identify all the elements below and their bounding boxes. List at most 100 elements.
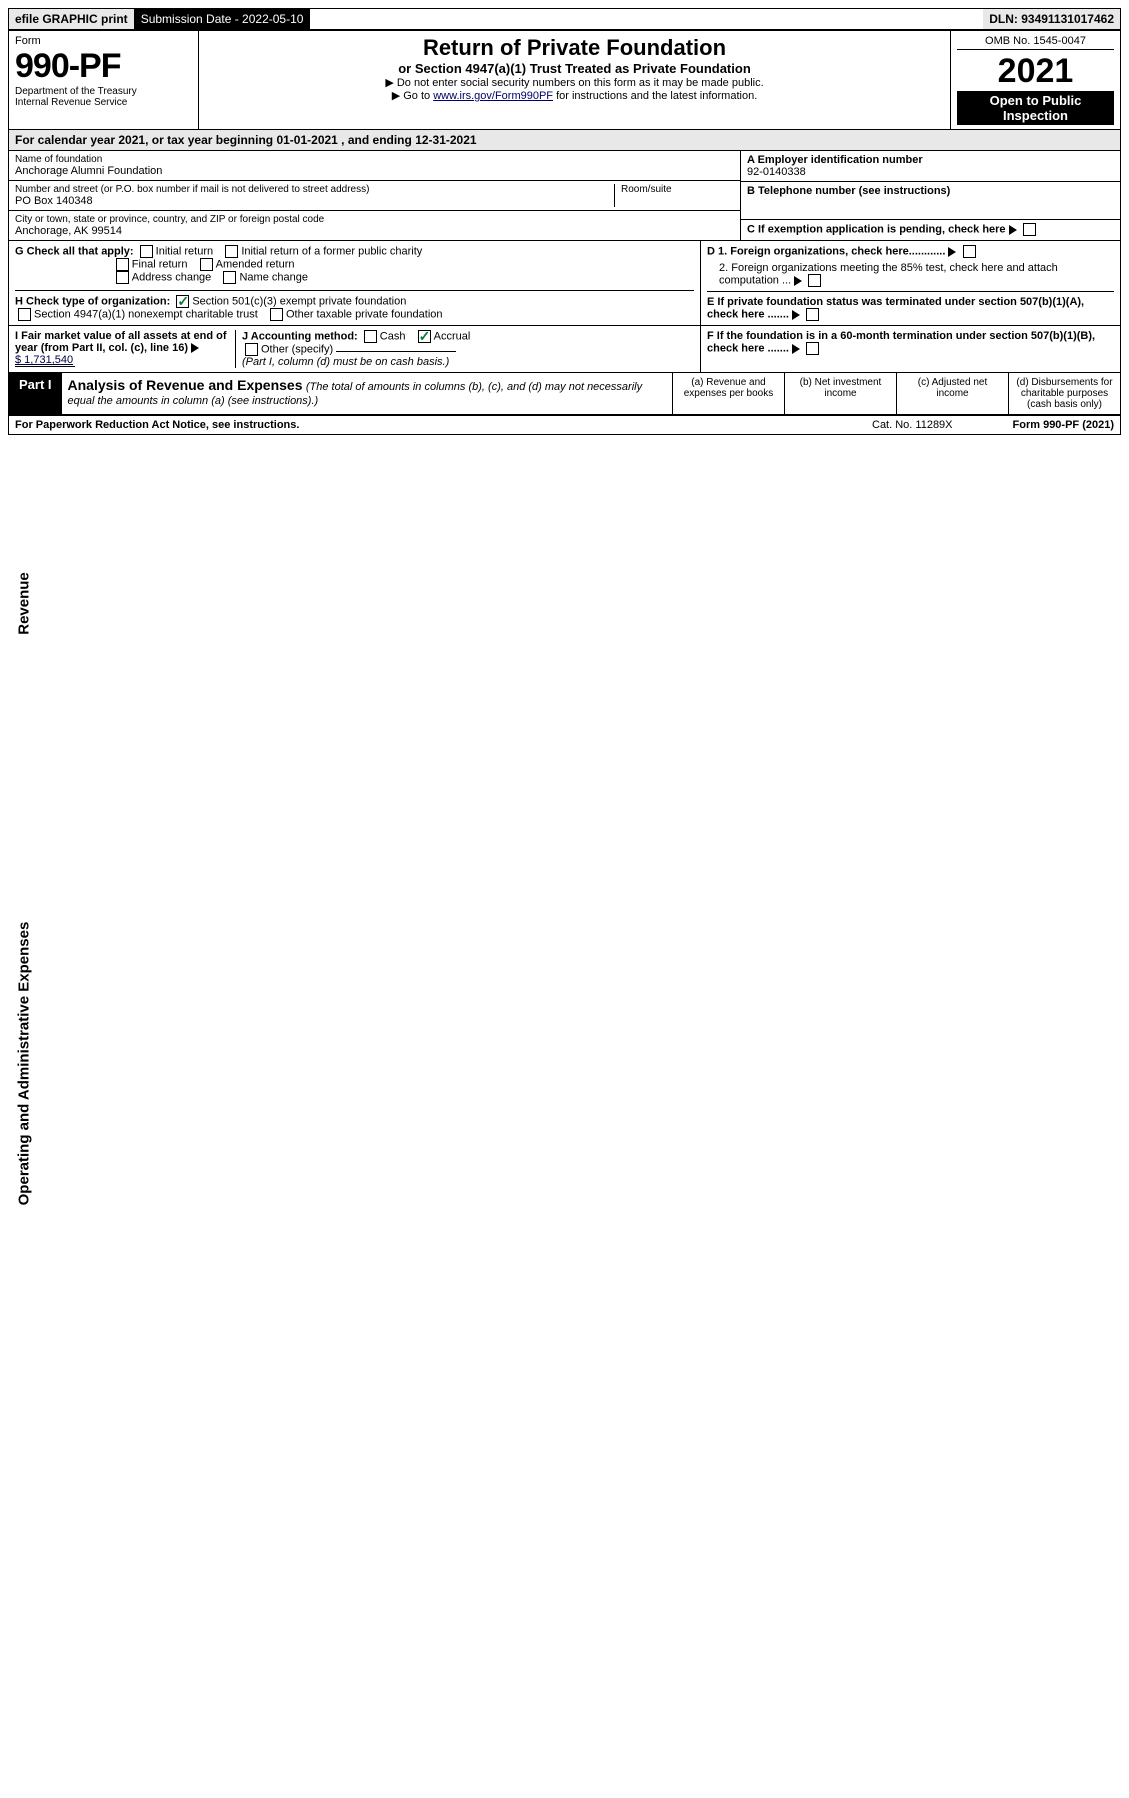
g-address-checkbox[interactable]	[116, 271, 129, 284]
cal-begin: 01-01-2021	[276, 133, 337, 147]
form-number: 990-PF	[15, 47, 192, 86]
g-opt-3: Amended return	[216, 258, 295, 270]
g-initial-checkbox[interactable]	[140, 245, 153, 258]
col-d-header: (d) Disbursements for charitable purpose…	[1008, 373, 1120, 414]
d1-label: D 1. Foreign organizations, check here..…	[707, 245, 945, 257]
triangle-icon	[794, 276, 802, 286]
cal-pre: For calendar year 2021, or tax year begi…	[15, 133, 276, 147]
j-other: Other (specify)	[261, 343, 333, 355]
cat-no: Cat. No. 11289X	[872, 419, 953, 431]
col-c-header: (c) Adjusted net income	[896, 373, 1008, 414]
city-label: City or town, state or province, country…	[15, 214, 734, 225]
c-checkbox[interactable]	[1023, 223, 1036, 236]
foundation-name-cell: Name of foundation Anchorage Alumni Foun…	[9, 151, 740, 181]
g-label: G Check all that apply:	[15, 245, 134, 257]
j-accrual-checkbox[interactable]	[418, 330, 431, 343]
ein-label: A Employer identification number	[747, 154, 1114, 166]
open-public-badge: Open to Public Inspection	[957, 91, 1114, 125]
header-row: Form 990-PF Department of the Treasury I…	[9, 31, 1120, 130]
triangle-icon	[792, 310, 800, 320]
h-opt3: Other taxable private foundation	[286, 308, 443, 320]
j-accrual: Accrual	[434, 330, 471, 342]
form-note1: ▶ Do not enter social security numbers o…	[205, 76, 944, 89]
c-cell: C If exemption application is pending, c…	[741, 220, 1120, 239]
dept-treasury: Department of the Treasury	[15, 86, 192, 97]
form-title: Return of Private Foundation	[205, 35, 944, 61]
g-opt-4: Address change	[132, 271, 212, 283]
j-label: J Accounting method:	[242, 330, 358, 342]
footer-row: For Paperwork Reduction Act Notice, see …	[9, 416, 1120, 434]
calendar-year-row: For calendar year 2021, or tax year begi…	[9, 130, 1120, 151]
phone-label: B Telephone number (see instructions)	[747, 185, 1114, 197]
note2-post: for instructions and the latest informat…	[553, 90, 757, 102]
checks-right: D 1. Foreign organizations, check here..…	[700, 241, 1120, 325]
paperwork-notice: For Paperwork Reduction Act Notice, see …	[15, 419, 299, 431]
form-footer: Form 990-PF (2021)	[1013, 419, 1114, 431]
city-value: Anchorage, AK 99514	[15, 225, 734, 237]
header-right: OMB No. 1545-0047 2021 Open to Public In…	[950, 31, 1120, 129]
h-4947-checkbox[interactable]	[18, 308, 31, 321]
form-subtitle: or Section 4947(a)(1) Trust Treated as P…	[205, 61, 944, 76]
h-501c3-checkbox[interactable]	[176, 295, 189, 308]
address-cell: Number and street (or P.O. box number if…	[9, 181, 740, 211]
h-label: H Check type of organization:	[15, 295, 170, 307]
f-cell: F If the foundation is in a 60-month ter…	[700, 326, 1120, 372]
part1-label: Part I	[9, 373, 62, 414]
form-note2: ▶ Go to www.irs.gov/Form990PF for instru…	[205, 89, 944, 102]
d1-checkbox[interactable]	[963, 245, 976, 258]
i-value[interactable]: $ 1,731,540	[15, 354, 75, 367]
j-other-line	[336, 351, 456, 352]
h-other-checkbox[interactable]	[270, 308, 283, 321]
tax-year: 2021	[957, 52, 1114, 91]
triangle-icon	[191, 343, 199, 353]
triangle-icon	[792, 344, 800, 354]
g-opt-1: Initial return of a former public charit…	[241, 245, 422, 257]
name-label: Name of foundation	[15, 154, 734, 165]
g-name-checkbox[interactable]	[223, 271, 236, 284]
header-center: Return of Private Foundation or Section …	[199, 31, 950, 129]
addr-value: PO Box 140348	[15, 195, 614, 207]
ij-left: I Fair market value of all assets at end…	[9, 326, 700, 372]
city-cell: City or town, state or province, country…	[9, 211, 740, 240]
ij-row: I Fair market value of all assets at end…	[9, 325, 1120, 372]
g-initial-former-checkbox[interactable]	[225, 245, 238, 258]
triangle-icon	[948, 247, 956, 257]
col-b-header: (b) Net investment income	[784, 373, 896, 414]
top-bar: efile GRAPHIC print Submission Date - 20…	[9, 9, 1120, 31]
checks-grid: G Check all that apply: Initial return I…	[9, 241, 1120, 325]
room-label: Room/suite	[621, 184, 734, 195]
expenses-label: Operating and Administrative Expenses	[16, 899, 33, 1229]
triangle-icon	[1009, 225, 1017, 235]
dln-label: DLN: 93491131017462	[983, 9, 1120, 29]
cal-mid: , and ending	[338, 133, 415, 147]
c-label: C If exemption application is pending, c…	[747, 223, 1006, 235]
col-a-header: (a) Revenue and expenses per books	[672, 373, 784, 414]
form-label: Form	[15, 35, 192, 47]
d2-label: 2. Foreign organizations meeting the 85%…	[719, 262, 1058, 286]
irs-link[interactable]: www.irs.gov/Form990PF	[433, 90, 553, 102]
h-opt2: Section 4947(a)(1) nonexempt charitable …	[34, 308, 258, 320]
efile-label: efile GRAPHIC print	[9, 9, 135, 29]
part1-title: Analysis of Revenue and Expenses	[68, 377, 303, 393]
f-label: F If the foundation is in a 60-month ter…	[707, 330, 1095, 354]
revenue-label: Revenue	[16, 539, 33, 669]
g-opt-2: Final return	[132, 258, 188, 270]
g-final-checkbox[interactable]	[116, 258, 129, 271]
ein-value: 92-0140338	[747, 166, 1114, 178]
part1-header: Part I Analysis of Revenue and Expenses …	[9, 372, 1120, 415]
e-checkbox[interactable]	[806, 308, 819, 321]
phone-cell: B Telephone number (see instructions)	[741, 182, 1120, 220]
j-cash-checkbox[interactable]	[364, 330, 377, 343]
cal-end: 12-31-2021	[415, 133, 476, 147]
header-left: Form 990-PF Department of the Treasury I…	[9, 31, 199, 129]
checks-left: G Check all that apply: Initial return I…	[9, 241, 700, 325]
j-other-checkbox[interactable]	[245, 343, 258, 356]
part1-title-cell: Analysis of Revenue and Expenses (The to…	[62, 373, 672, 414]
omb-number: OMB No. 1545-0047	[957, 35, 1114, 50]
j-cash: Cash	[380, 330, 406, 342]
g-amended-checkbox[interactable]	[200, 258, 213, 271]
d2-checkbox[interactable]	[808, 274, 821, 287]
g-opt-0: Initial return	[156, 245, 213, 257]
form-page: efile GRAPHIC print Submission Date - 20…	[8, 8, 1121, 435]
f-checkbox[interactable]	[806, 342, 819, 355]
